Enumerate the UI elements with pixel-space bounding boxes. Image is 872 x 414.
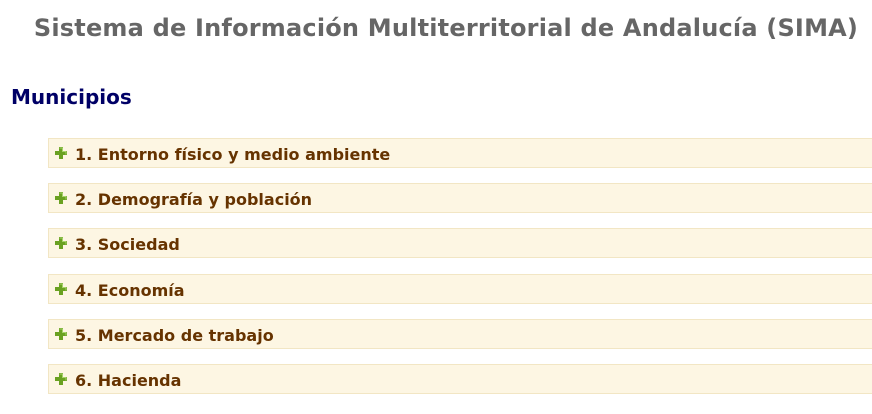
plus-icon[interactable] <box>55 147 67 159</box>
category-item-entorno[interactable]: 1. Entorno físico y medio ambiente <box>48 138 872 168</box>
plus-icon[interactable] <box>55 237 67 250</box>
section-heading: Municipios <box>11 85 132 109</box>
plus-icon[interactable] <box>55 372 67 385</box>
plus-icon[interactable] <box>55 192 67 205</box>
category-item-economia[interactable]: 4. Economía <box>48 273 872 304</box>
category-label[interactable]: 2. Demografía y población <box>75 190 313 210</box>
category-list: 1. Entorno físico y medio ambiente 2. De… <box>48 138 872 409</box>
plus-icon[interactable] <box>55 327 67 340</box>
category-label[interactable]: 6. Hacienda <box>75 370 182 390</box>
category-label[interactable]: 1. Entorno físico y medio ambiente <box>75 145 391 164</box>
category-label[interactable]: 3. Sociedad <box>75 235 180 255</box>
category-item-hacienda[interactable]: 6. Hacienda <box>48 363 872 394</box>
category-label[interactable]: 5. Mercado de trabajo <box>75 325 274 345</box>
category-item-sociedad[interactable]: 3. Sociedad <box>48 228 872 259</box>
category-item-mercado-trabajo[interactable]: 5. Mercado de trabajo <box>48 318 872 349</box>
plus-icon[interactable] <box>55 282 67 295</box>
category-item-demografia[interactable]: 2. Demografía y población <box>48 183 872 214</box>
site-title: Sistema de Información Multiterritorial … <box>33 14 859 42</box>
category-label[interactable]: 4. Economía <box>75 280 185 300</box>
